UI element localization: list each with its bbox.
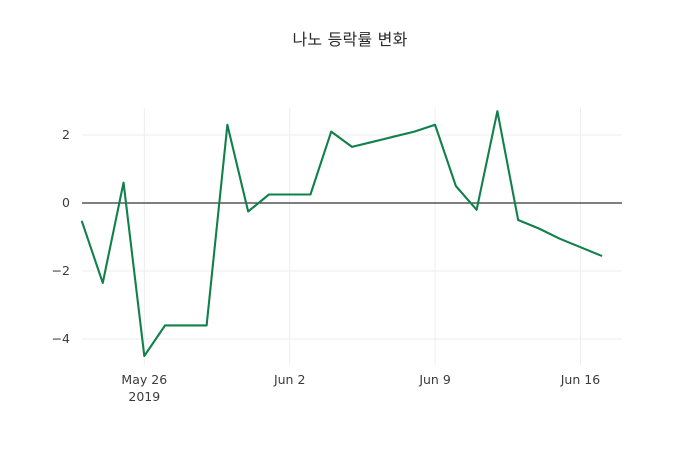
x-tick-primary: Jun 16 [560,372,601,387]
data-series-line [80,110,603,358]
x-tick-label-may-26: May 26 2019 [84,371,204,405]
x-tick-label-jun-16: Jun 16 [520,371,640,388]
y-tick-label-2: 2 [62,127,70,142]
y-tick-label-neg2: −2 [51,263,70,278]
gridlines [82,108,622,365]
chart-title: 나노 등락률 변화 [292,30,408,49]
x-tick-label-jun-9: Jun 9 [375,371,495,388]
x-tick-primary: May 26 [121,372,168,387]
x-tick-primary: Jun 2 [273,372,306,387]
y-tick-label-0: 0 [62,195,70,210]
x-tick-year: 2019 [128,389,161,404]
x-tick-label-jun-2: Jun 2 [230,371,350,388]
x-tick-primary: Jun 9 [419,372,451,387]
y-tick-label-neg4: −4 [51,331,70,346]
